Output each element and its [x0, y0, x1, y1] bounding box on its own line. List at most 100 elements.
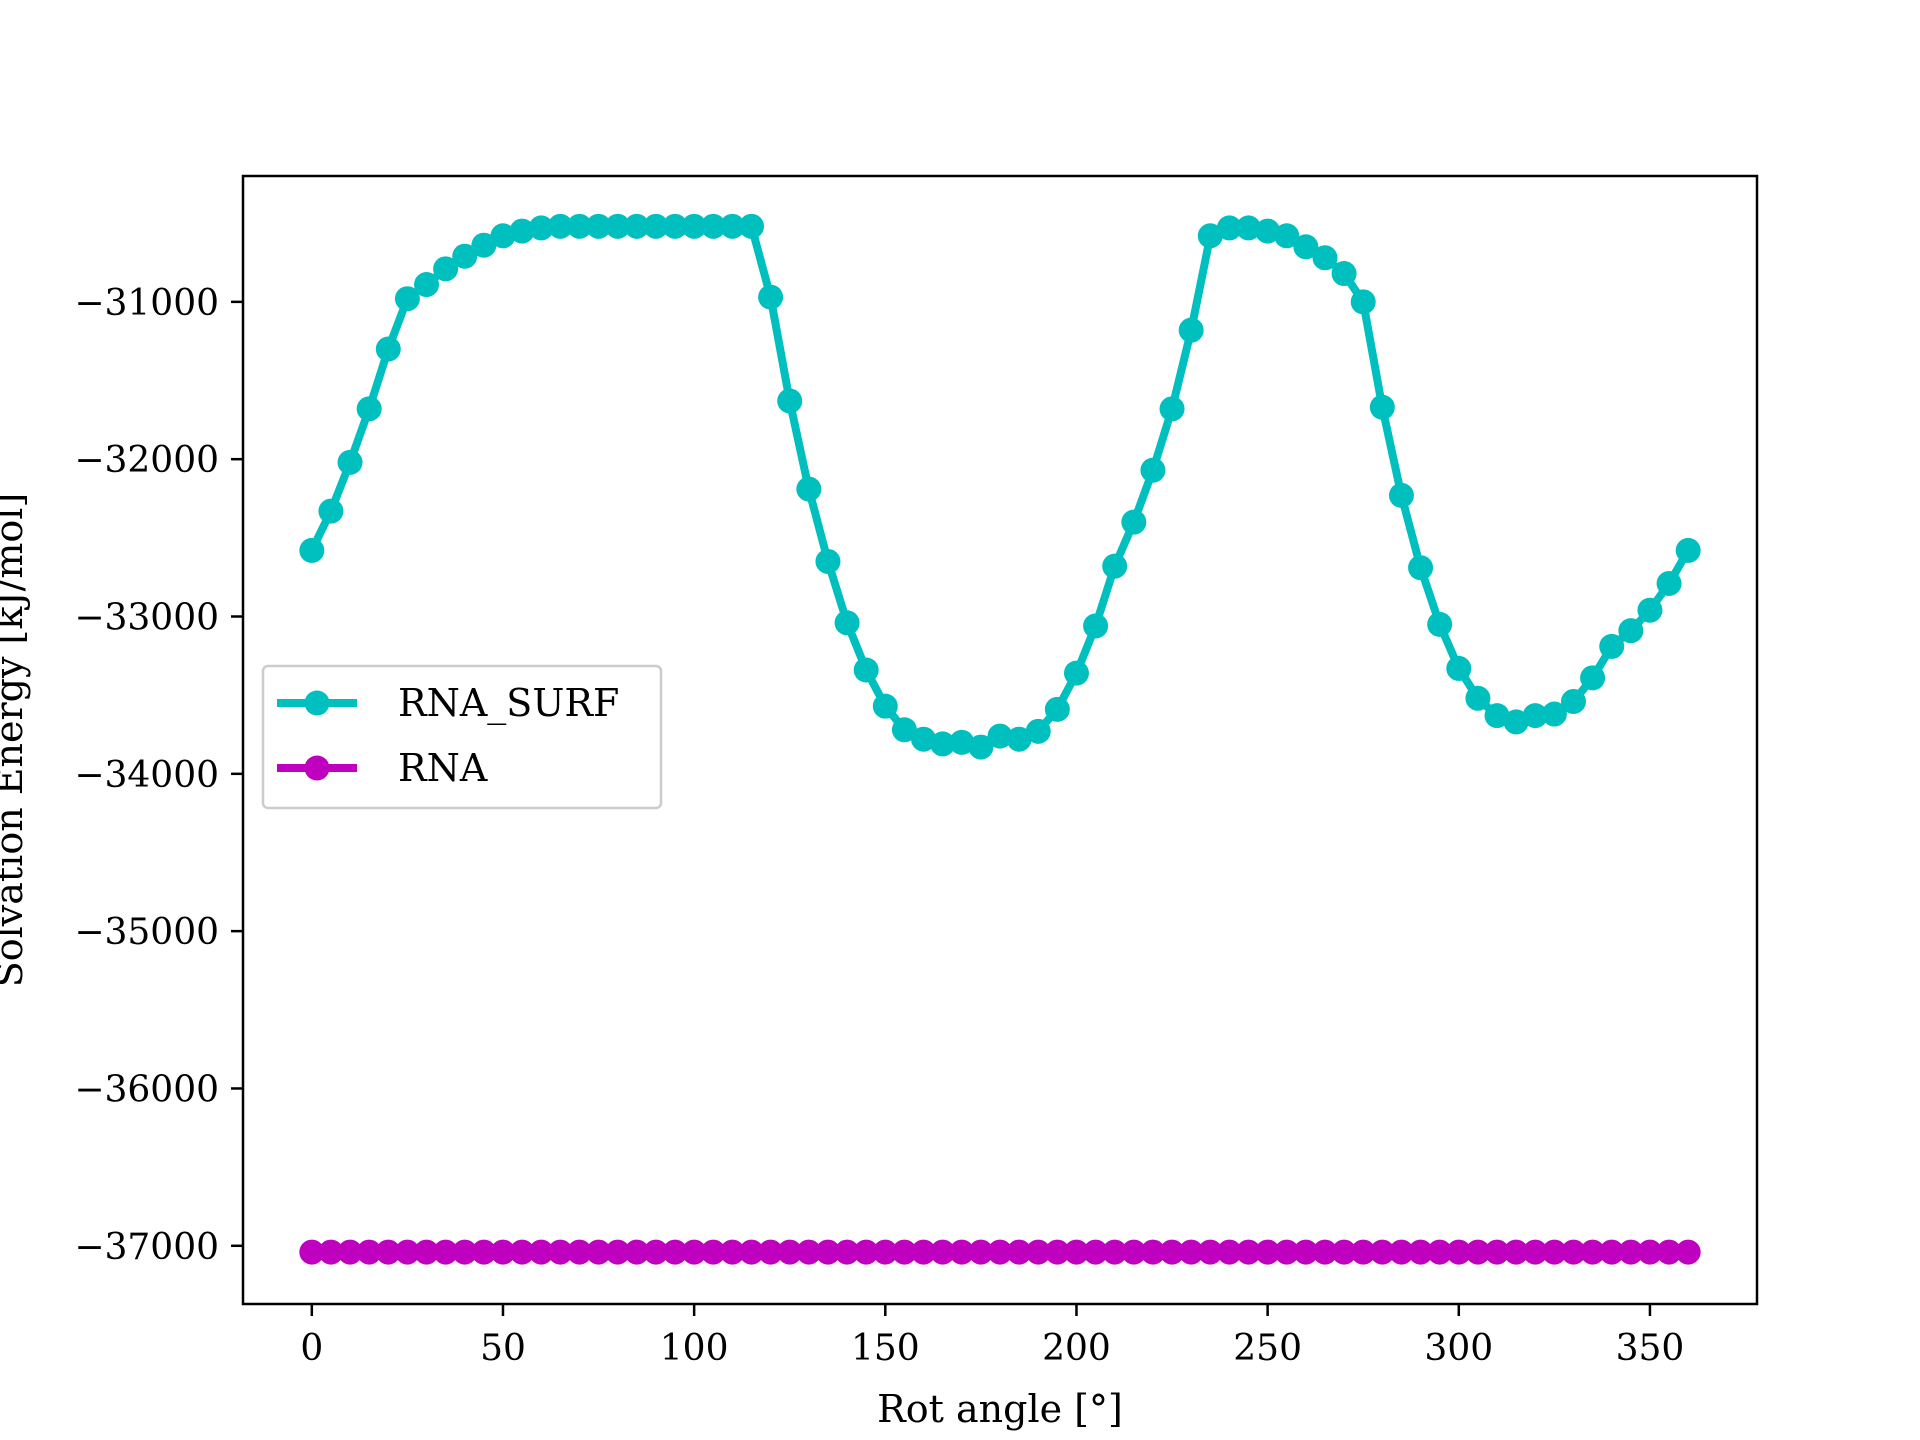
data-point [1656, 570, 1682, 596]
data-point [433, 1239, 459, 1265]
data-point [987, 723, 1013, 749]
data-point [1255, 1239, 1281, 1265]
data-point [1140, 457, 1166, 483]
data-point [1102, 553, 1128, 579]
data-point [318, 1239, 344, 1265]
data-point [318, 498, 344, 524]
data-point [1484, 703, 1510, 729]
data-point [471, 232, 497, 258]
data-point [509, 1239, 535, 1265]
data-point [547, 213, 573, 239]
y-tick-label: −33000 [74, 598, 219, 639]
data-point [605, 213, 631, 239]
data-point [1388, 1239, 1414, 1265]
data-point [1350, 289, 1376, 315]
x-tick-label: 150 [851, 1328, 920, 1369]
data-point [758, 284, 784, 310]
legend-frame [261, 664, 663, 810]
data-point [681, 1239, 707, 1265]
data-point [528, 215, 554, 241]
data-point [605, 1239, 631, 1265]
data-point [719, 213, 745, 239]
data-point [777, 388, 803, 414]
plot-frame [241, 174, 1759, 1306]
data-point [1331, 261, 1357, 287]
data-point [643, 1239, 669, 1265]
data-point [1216, 215, 1242, 241]
data-point [1369, 1239, 1395, 1265]
data-point [1236, 1239, 1262, 1265]
data-point [1446, 655, 1472, 681]
data-point [700, 213, 726, 239]
data-point [853, 657, 879, 683]
data-point [586, 1239, 612, 1265]
data-point [394, 1239, 420, 1265]
data-point [662, 1239, 688, 1265]
data-point [662, 213, 688, 239]
data-point [1293, 1239, 1319, 1265]
data-point [1006, 726, 1032, 752]
data-point [930, 1239, 956, 1265]
data-point [1618, 1239, 1644, 1265]
y-tick-label: −34000 [74, 755, 219, 796]
data-point [566, 213, 592, 239]
data-point [1560, 688, 1586, 714]
data-point [1063, 660, 1089, 686]
data-point [1197, 223, 1223, 249]
data-point [1025, 718, 1051, 744]
data-point [1541, 1239, 1567, 1265]
data-point [1350, 1239, 1376, 1265]
data-point [1236, 215, 1262, 241]
data-point [1063, 1239, 1089, 1265]
y-tick-label: −36000 [74, 1069, 219, 1110]
data-point [1274, 1239, 1300, 1265]
data-point [1484, 1239, 1510, 1265]
data-point [853, 1239, 879, 1265]
y-tick-label: −37000 [74, 1227, 219, 1268]
data-point [490, 223, 516, 249]
data-point [1599, 1239, 1625, 1265]
data-point [1388, 482, 1414, 508]
data-point [375, 1239, 401, 1265]
data-point [1503, 709, 1529, 735]
data-point [1427, 1239, 1453, 1265]
data-point [356, 396, 382, 422]
data-point [681, 213, 707, 239]
data-point [1580, 665, 1606, 691]
data-point [1618, 618, 1644, 644]
series-layer [299, 213, 1701, 1265]
data-point [1465, 1239, 1491, 1265]
y-axis-ticks: −31000 −32000 −33000 −34000 −35000 −36000 −370… [74, 283, 243, 1268]
data-point [356, 1239, 382, 1265]
data-point [1331, 1239, 1357, 1265]
data-point [414, 272, 440, 298]
data-point [891, 1239, 917, 1265]
x-axis-ticks: 0 50 100 150 200 250 300 350 [300, 1304, 1684, 1369]
data-point [1083, 1239, 1109, 1265]
data-point [1121, 1239, 1147, 1265]
data-point [471, 1239, 497, 1265]
data-point [452, 243, 478, 269]
data-point [414, 1239, 440, 1265]
data-point [394, 286, 420, 312]
data-point [1675, 537, 1701, 563]
y-tick-label: −35000 [74, 912, 219, 953]
data-point [1408, 555, 1434, 581]
data-point [872, 693, 898, 719]
legend: RNA_SURF RNA [261, 664, 663, 810]
data-point [834, 1239, 860, 1265]
legend-entry: RNA [277, 746, 488, 790]
y-tick-label: −31000 [74, 283, 219, 324]
data-point [968, 734, 994, 760]
data-point [547, 1239, 573, 1265]
data-point [1083, 613, 1109, 639]
data-point [1560, 1239, 1586, 1265]
data-point [949, 1239, 975, 1265]
data-point [700, 1239, 726, 1265]
data-point [1140, 1239, 1166, 1265]
data-point [586, 213, 612, 239]
data-point [1102, 1239, 1128, 1265]
x-axis-label: Rot angle [°] [877, 1387, 1123, 1431]
data-point [987, 1239, 1013, 1265]
